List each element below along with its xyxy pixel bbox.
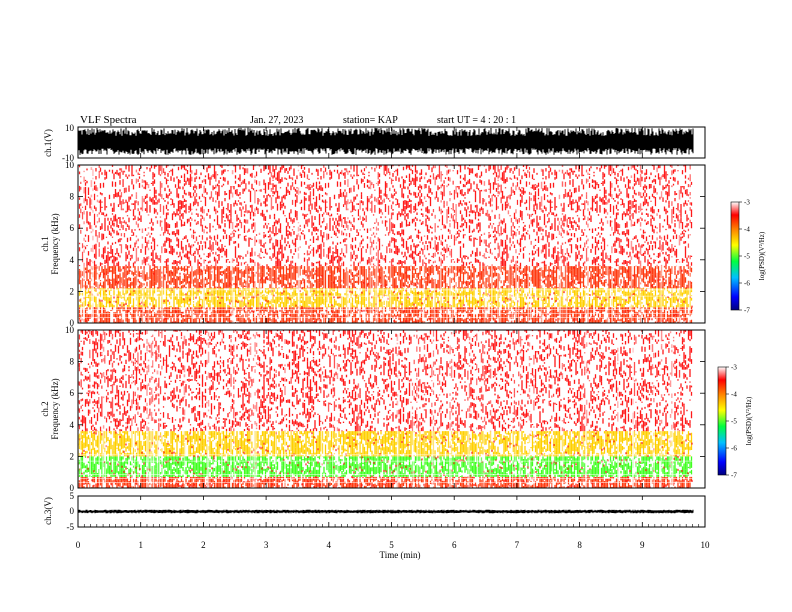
- time-tick-label-2: 2: [201, 540, 206, 550]
- spectrogram-ch1-ylabel-channel: ch.1: [40, 236, 50, 251]
- waveform-ch3-trace: [78, 509, 694, 514]
- colorbar-ch2-label: log(PSD)(V²/Hz): [745, 396, 753, 445]
- spectrogram-ch1-ytick-label-1: 2: [70, 286, 75, 296]
- ch3-ytick-top: 5: [70, 491, 75, 501]
- colorbar-ch1-tick-label-0: -3: [744, 199, 750, 207]
- spectrogram-ch1-panel: 0 2 4 6 8 10 ch.1 Frequency (kHz): [40, 160, 706, 328]
- spectrogram-ch1-ylabel: Frequency (kHz): [50, 213, 60, 274]
- time-tick-label-1: 1: [138, 540, 143, 550]
- date-label: Jan. 27, 2023: [250, 115, 303, 126]
- colorbar-ch1-label: log(PSD)(V²/Hz): [758, 231, 766, 280]
- spectrogram-ch1-ytick-label-5: 10: [65, 160, 75, 170]
- colorbar-ch2-scale: [717, 366, 727, 476]
- spectrogram-ch1-ytick-label-2: 4: [70, 255, 75, 265]
- spectrogram-ch1-ytick-label-3: 6: [70, 223, 75, 233]
- ch3-ytick-bottom: -5: [67, 522, 75, 532]
- colorbar-ch1-tick-label-4: -7: [744, 307, 750, 315]
- waveform-ch1-line: [78, 127, 694, 155]
- waveform-ch3-panel: 5 0 -5 ch.3(V): [43, 491, 706, 532]
- spectrogram-ch1-image: [78, 165, 693, 323]
- colorbar-ch1-tick-label-1: -4: [744, 226, 750, 234]
- spectrogram-ch2-ytick-label-5: 10: [65, 325, 75, 335]
- colorbar-ch1-tick-label-2: -5: [744, 253, 750, 261]
- waveform-ch1-panel: 10 -10 ch.1(V): [43, 123, 706, 163]
- spectrogram-ch2-ylabel: Frequency (kHz): [50, 378, 60, 439]
- ch3-ytick-mid: 0: [70, 506, 75, 516]
- station-label: station= KAP: [343, 115, 398, 126]
- spectrogram-ch1-ytick-label-0: 0: [70, 318, 75, 328]
- spectrogram-ch2-ytick-label-1: 2: [70, 451, 75, 461]
- spectrogram-ch2-ytick-label-2: 4: [70, 420, 75, 430]
- ch1-waveform-ylabel: ch.1(V): [43, 129, 53, 157]
- spectrogram-ch2-panel: 0 2 4 6 8 10 ch.2 Frequency (kHz): [40, 325, 706, 493]
- ch1-ytick-bottom: -10: [62, 153, 74, 163]
- spectrogram-ch2-ytick-label-3: 6: [70, 388, 75, 398]
- spectrogram-ch1-band-1: [78, 288, 693, 308]
- colorbar-ch2-tick-label-0: -3: [731, 364, 737, 372]
- spectrogram-ch1-ytick-label-4: 8: [70, 192, 75, 202]
- colorbar-ch2: -3 -4 -5 -6 -7 log(PSD)(V²/Hz): [717, 364, 753, 480]
- waveform-ch3-line: [78, 509, 694, 514]
- colorbar-ch1-scale: [730, 201, 740, 311]
- spectrogram-ch2-ytick-label-0: 0: [70, 483, 75, 493]
- time-tick-label-7: 7: [515, 540, 520, 550]
- colorbar-ch2-tick-label-1: -4: [731, 391, 737, 399]
- time-tick-label-9: 9: [640, 540, 645, 550]
- colorbar-ch2-tick-label-2: -5: [731, 418, 737, 426]
- colorbar-ch1-tick-label-3: -6: [744, 280, 750, 288]
- time-tick-label-10: 10: [701, 540, 711, 550]
- spectrogram-ch2-image: [78, 330, 693, 488]
- time-tick-label-4: 4: [327, 540, 332, 550]
- spectrogram-ch2-ytick-label-4: 8: [70, 357, 75, 367]
- waveform-ch1-trace: [78, 127, 694, 155]
- time-axis: 0 1 2 3 4 5 6 7 8 9 10: [76, 127, 710, 550]
- time-axis-label: Time (min): [380, 550, 421, 560]
- start-time-label: start UT = 4 : 20 : 1: [437, 115, 516, 126]
- time-tick-label-8: 8: [577, 540, 582, 550]
- spectrogram-ch2-ylabel-channel: ch.2: [40, 401, 50, 416]
- time-tick-label-6: 6: [452, 540, 457, 550]
- time-tick-label-3: 3: [264, 540, 269, 550]
- spectrogram-ch1-yticks: 0 2 4 6 8 10: [65, 160, 705, 328]
- ch1-ytick-top: 10: [65, 123, 75, 133]
- colorbar-ch2-tick-label-4: -7: [731, 472, 737, 480]
- colorbar-ch1: -3 -4 -5 -6 -7 log(PSD)(V²/Hz): [730, 199, 766, 315]
- figure-title: VLF Spectra: [80, 114, 137, 126]
- colorbar-ch1-ticks: -3 -4 -5 -6 -7: [739, 199, 750, 315]
- colorbar-ch2-tick-label-3: -6: [731, 445, 737, 453]
- spectrogram-ch2-yticks: 0 2 4 6 8 10: [65, 325, 705, 493]
- colorbar-ch2-ticks: -3 -4 -5 -6 -7: [726, 364, 737, 480]
- time-tick-label-0: 0: [76, 540, 81, 550]
- time-tick-label-5: 5: [389, 540, 394, 550]
- ch3-waveform-ylabel: ch.3(V): [43, 497, 53, 525]
